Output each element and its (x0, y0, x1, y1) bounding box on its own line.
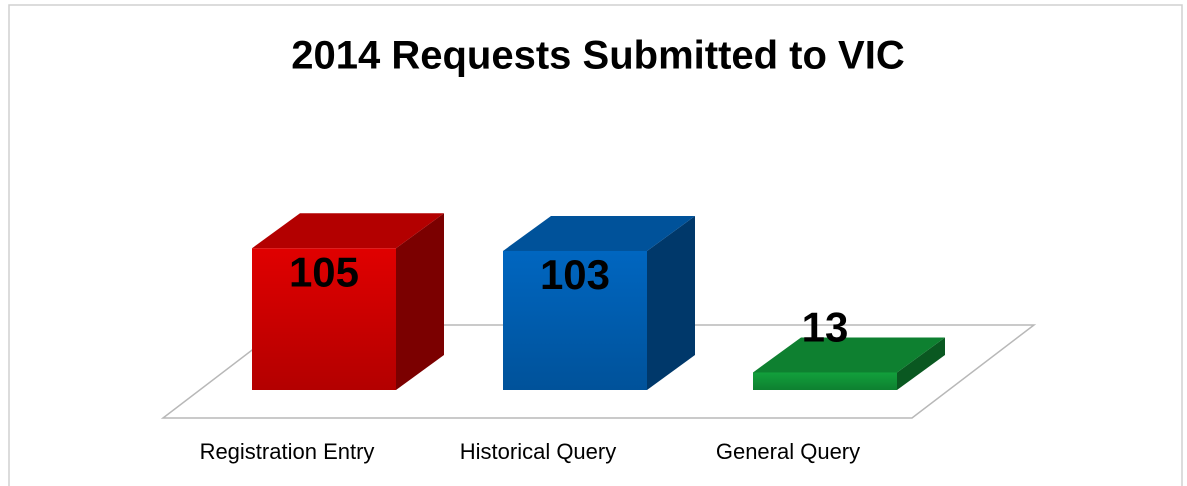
bar-side (897, 337, 945, 390)
x-tick-label: Historical Query (460, 439, 616, 464)
bar (753, 337, 945, 390)
data-label: 105 (289, 248, 359, 295)
bar (503, 215, 695, 390)
bar-side (396, 213, 444, 390)
x-tick-label: General Query (716, 439, 860, 464)
x-tick-label: Registration Entry (200, 439, 375, 464)
bar-top (252, 213, 444, 249)
bar-front (503, 250, 647, 390)
chart-title: 2014 Requests Submitted to VIC (291, 34, 904, 78)
data-label: 103 (540, 251, 610, 298)
bar-top (753, 337, 945, 373)
bar-front (252, 248, 396, 390)
data-label: 13 (802, 304, 849, 351)
bar-top (503, 215, 695, 251)
bar-front (753, 372, 897, 390)
bar (252, 213, 444, 390)
bar-side (647, 215, 695, 390)
